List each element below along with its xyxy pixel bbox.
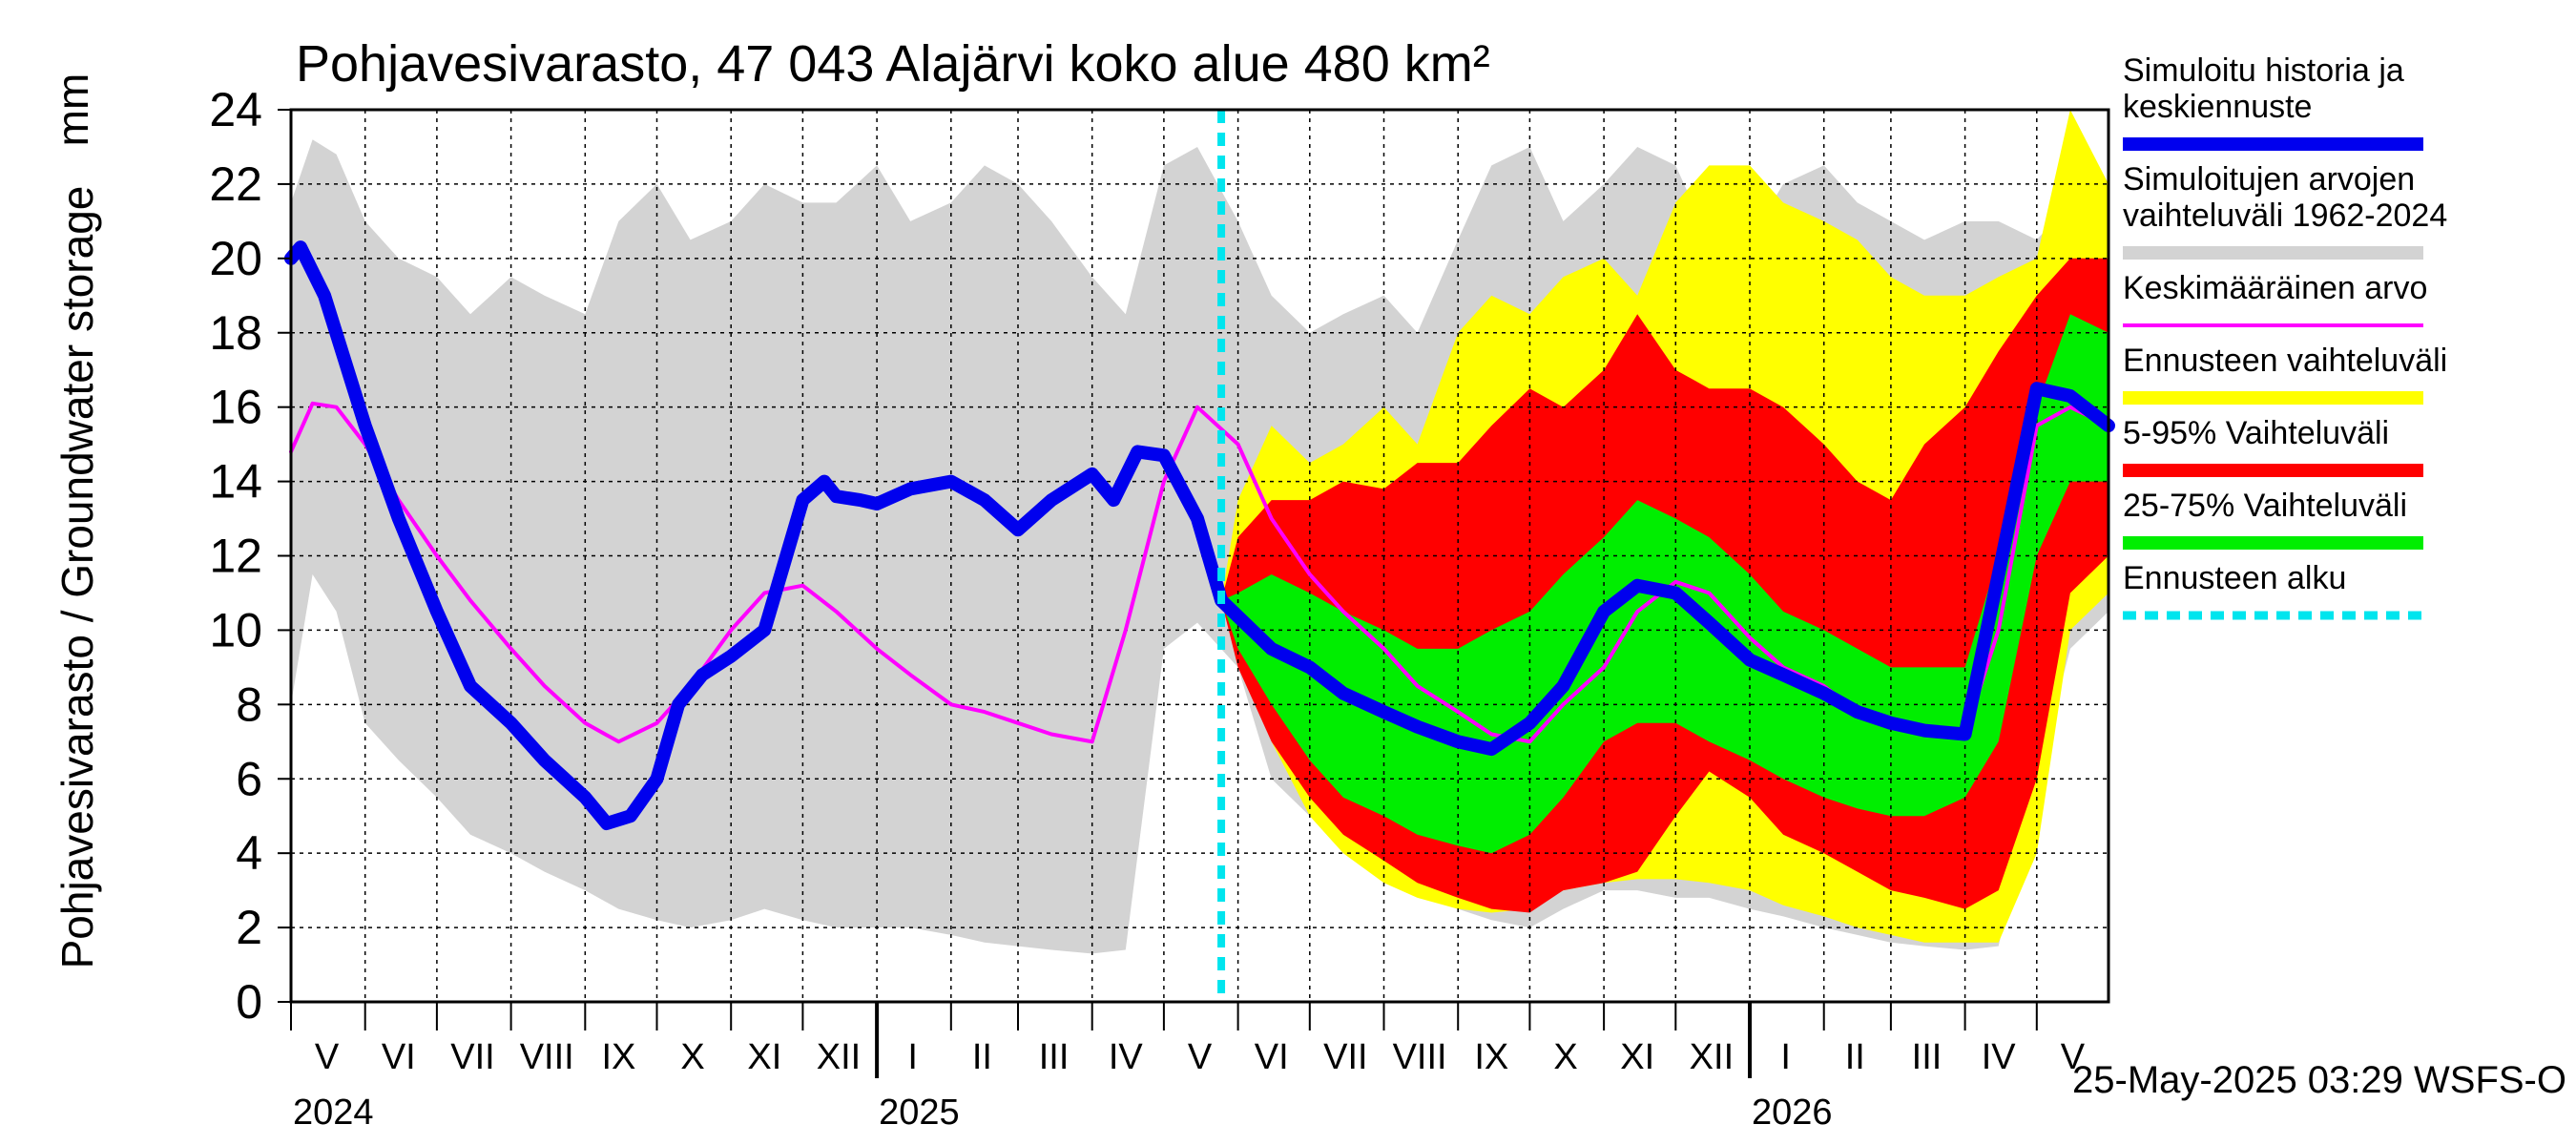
month-label: VI <box>1255 1037 1289 1077</box>
month-label: II <box>1845 1037 1865 1077</box>
month-label: VI <box>382 1037 416 1077</box>
footer-timestamp: 25-May-2025 03:29 WSFS-O <box>2072 1059 2566 1101</box>
line-simuloitu-historia-ja-keskiennuste <box>284 240 2115 830</box>
month-label: XII <box>1690 1037 1734 1077</box>
y-tick-label: 2 <box>236 901 262 954</box>
month-label: V <box>2061 1037 2086 1077</box>
month-label: IV <box>1109 1037 1144 1077</box>
legend-label: Ennusteen vaihteluväli <box>2123 343 2447 379</box>
legend-label: Simuloitu historia ja <box>2123 52 2404 89</box>
month-label: VIII <box>520 1037 574 1077</box>
legend-label: Ennusteen alku <box>2123 560 2346 596</box>
y-tick-label: 12 <box>209 530 262 583</box>
year-label: 2024 <box>293 1093 374 1133</box>
month-label: IX <box>1474 1037 1508 1077</box>
grid-layer <box>291 110 2109 1002</box>
month-label: XII <box>817 1037 861 1077</box>
month-label: XI <box>747 1037 781 1077</box>
month-label: V <box>1188 1037 1213 1077</box>
month-label: V <box>315 1037 340 1077</box>
y-tick-label: 4 <box>236 826 262 880</box>
month-label: III <box>1039 1037 1070 1077</box>
y-tick-label: 10 <box>209 603 262 656</box>
month-label: IV <box>1982 1037 2017 1077</box>
month-label: X <box>1553 1037 1577 1077</box>
chart-title: Pohjavesivarasto, 47 043 Alajärvi koko a… <box>296 35 1490 93</box>
y-tick-label: 16 <box>209 381 262 434</box>
legend-label: vaihteluväli 1962-2024 <box>2123 198 2447 234</box>
legend-label: Simuloitujen arvojen <box>2123 161 2415 198</box>
y-tick-label: 24 <box>209 83 262 136</box>
y-tick-label: 18 <box>209 306 262 360</box>
year-label: 2026 <box>1752 1093 1833 1133</box>
month-label: XI <box>1620 1037 1654 1077</box>
y-tick-label: 6 <box>236 752 262 805</box>
y-tick-label: 0 <box>236 975 262 1029</box>
y-tick-label: 20 <box>209 232 262 285</box>
month-label: III <box>1912 1037 1942 1077</box>
line-keskim-r-inen-arvo <box>289 401 2110 744</box>
year-label: 2025 <box>879 1093 960 1133</box>
y-tick-label: 22 <box>209 157 262 211</box>
plot-frame <box>289 108 2110 1004</box>
y-axis-unit: mm <box>48 73 97 147</box>
legend-label: 5-95% Vaihteluväli <box>2123 415 2389 451</box>
y-tick-label: 14 <box>209 455 262 509</box>
month-label: VII <box>1323 1037 1367 1077</box>
month-label: II <box>972 1037 992 1077</box>
month-label: I <box>1780 1037 1791 1077</box>
y-tick-label: 8 <box>236 677 262 731</box>
month-label: X <box>680 1037 704 1077</box>
month-label: VIII <box>1393 1037 1447 1077</box>
month-label: I <box>907 1037 918 1077</box>
y-axis-label: Pohjavesivarasto / Groundwater storage <box>52 186 102 969</box>
month-label: VII <box>450 1037 494 1077</box>
legend-label: Keskimääräinen arvo <box>2123 270 2427 306</box>
month-label: IX <box>601 1037 635 1077</box>
line-layer <box>284 110 2115 1002</box>
legend-label: keskiennuste <box>2123 89 2312 125</box>
legend-label: 25-75% Vaihteluväli <box>2123 488 2407 524</box>
